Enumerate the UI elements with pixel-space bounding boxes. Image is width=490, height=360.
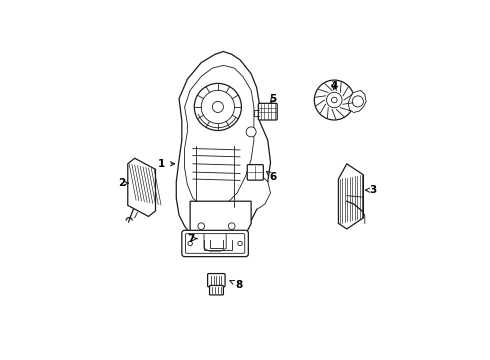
Circle shape (212, 102, 223, 112)
Circle shape (195, 84, 242, 131)
Circle shape (246, 127, 256, 137)
Text: 7: 7 (187, 234, 197, 244)
Circle shape (326, 92, 342, 108)
Text: 5: 5 (270, 94, 277, 104)
Polygon shape (176, 51, 270, 246)
Circle shape (352, 96, 364, 107)
Circle shape (188, 241, 193, 246)
Polygon shape (128, 158, 155, 216)
FancyBboxPatch shape (247, 165, 263, 180)
Circle shape (314, 80, 354, 120)
Circle shape (238, 241, 242, 246)
Polygon shape (185, 66, 254, 210)
Polygon shape (251, 168, 270, 210)
Text: 4: 4 (330, 81, 338, 91)
Circle shape (228, 223, 235, 229)
Text: 6: 6 (267, 171, 277, 182)
FancyBboxPatch shape (258, 103, 277, 120)
Polygon shape (339, 164, 364, 229)
Circle shape (332, 97, 337, 103)
Polygon shape (190, 201, 251, 240)
Text: 1: 1 (158, 159, 174, 169)
FancyBboxPatch shape (182, 230, 248, 257)
FancyBboxPatch shape (210, 285, 223, 295)
Circle shape (198, 223, 204, 229)
Text: 2: 2 (118, 178, 128, 188)
Text: 3: 3 (366, 185, 377, 195)
Text: 8: 8 (230, 280, 243, 290)
Polygon shape (348, 90, 366, 112)
FancyBboxPatch shape (208, 274, 225, 287)
Circle shape (201, 90, 235, 123)
